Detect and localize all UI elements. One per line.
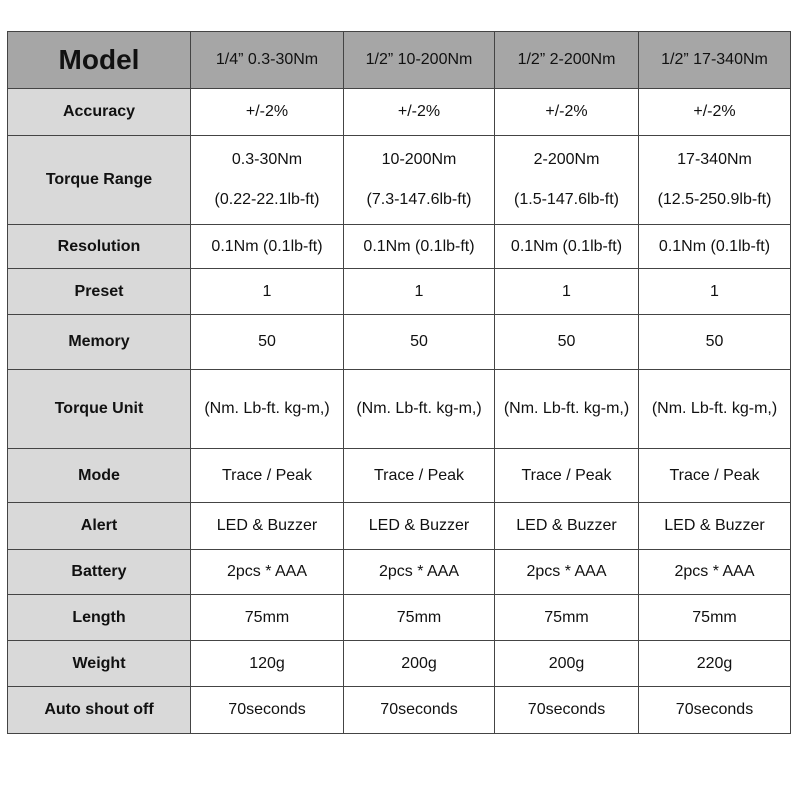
table-cell: 75mm — [343, 594, 495, 641]
table-cell: 0.1Nm (0.1lb-ft) — [190, 224, 344, 269]
table-cell: 10-200Nm (7.3-147.6lb-ft) — [343, 135, 495, 225]
cell-line: 10-200Nm — [381, 151, 457, 168]
cell-line: (12.5-250.9lb-ft) — [657, 191, 772, 208]
table-cell: 1 — [494, 268, 639, 315]
table-cell: 75mm — [190, 594, 344, 641]
table-cell: 2pcs * AAA — [494, 549, 639, 595]
table-cell: 2pcs * AAA — [190, 549, 344, 595]
cell-line: 2-200Nm — [533, 151, 600, 168]
row-label: Preset — [7, 268, 191, 315]
table-cell: 220g — [638, 640, 791, 687]
table-row: Mode Trace / Peak Trace / Peak Trace / Peak… — [7, 448, 791, 503]
table-row: Torque Unit (Nm. Lb-ft. kg-m,) (Nm. Lb-ft.… — [7, 369, 791, 449]
table-row: Weight 120g 200g 200g 220g — [7, 640, 791, 687]
model-header: Model — [7, 31, 191, 89]
table-cell: 50 — [343, 314, 495, 370]
table-cell: 2pcs * AAA — [343, 549, 495, 595]
table-cell: 1 — [190, 268, 344, 315]
table-cell: 1 — [343, 268, 495, 315]
table-cell: LED & Buzzer — [190, 502, 344, 550]
table-cell: 0.1Nm (0.1lb-ft) — [638, 224, 791, 269]
table-cell: +/-2% — [190, 88, 344, 136]
table-cell: 50 — [190, 314, 344, 370]
table-cell: 120g — [190, 640, 344, 687]
table-cell: 0.1Nm (0.1lb-ft) — [343, 224, 495, 269]
cell-line: 17-340Nm — [677, 151, 752, 168]
row-label: Torque Unit — [7, 369, 191, 449]
table-cell: (Nm. Lb-ft. kg-m,) — [343, 369, 495, 449]
table-cell: +/-2% — [638, 88, 791, 136]
table-row: Accuracy +/-2% +/-2% +/-2% +/-2% — [7, 88, 791, 136]
model-name: 1/2” 2-200Nm — [494, 31, 639, 89]
table-cell: Trace / Peak — [494, 448, 639, 503]
table-row: Memory 50 50 50 50 — [7, 314, 791, 370]
row-label: Memory — [7, 314, 191, 370]
row-label: Battery — [7, 549, 191, 595]
table-cell: 17-340Nm (12.5-250.9lb-ft) — [638, 135, 791, 225]
table-cell: +/-2% — [494, 88, 639, 136]
cell-line: (1.5-147.6lb-ft) — [514, 191, 619, 208]
table-cell: LED & Buzzer — [638, 502, 791, 550]
table-cell: 50 — [494, 314, 639, 370]
model-name: 1/4” 0.3-30Nm — [190, 31, 344, 89]
row-label: Mode — [7, 448, 191, 503]
table-cell: LED & Buzzer — [494, 502, 639, 550]
model-name: 1/2” 10-200Nm — [343, 31, 495, 89]
table-cell: 0.1Nm (0.1lb-ft) — [494, 224, 639, 269]
model-name: 1/2” 17-340Nm — [638, 31, 791, 89]
row-label: Weight — [7, 640, 191, 687]
table-cell: +/-2% — [343, 88, 495, 136]
table-cell: 75mm — [638, 594, 791, 641]
cell-line: (0.22-22.1lb-ft) — [214, 191, 320, 208]
table-cell: 200g — [494, 640, 639, 687]
table-row: Torque Range 0.3-30Nm (0.22-22.1lb-ft) 10-2… — [7, 135, 791, 225]
table-cell: 70seconds — [494, 686, 639, 734]
table-row: Alert LED & Buzzer LED & Buzzer LED & Buzze… — [7, 502, 791, 550]
table-cell: (Nm. Lb-ft. kg-m,) — [190, 369, 344, 449]
cell-line: 0.3-30Nm — [231, 151, 303, 168]
table-cell: 70seconds — [343, 686, 495, 734]
table-row: Battery 2pcs * AAA 2pcs * AAA 2pcs * AAA 2pc… — [7, 549, 791, 595]
table-cell: (Nm. Lb-ft. kg-m,) — [638, 369, 791, 449]
table-cell: 1 — [638, 268, 791, 315]
table-cell: Trace / Peak — [190, 448, 344, 503]
table-cell: Trace / Peak — [343, 448, 495, 503]
table-cell: 70seconds — [190, 686, 344, 734]
row-label: Torque Range — [7, 135, 191, 225]
table-row: Auto shout off 70seconds 70seconds 70second… — [7, 686, 791, 734]
table-row: Length 75mm 75mm 75mm 75mm — [7, 594, 791, 641]
spec-table: Model 1/4” 0.3-30Nm 1/2” 10-200Nm 1/2” 2… — [7, 31, 791, 734]
table-cell: LED & Buzzer — [343, 502, 495, 550]
row-label: Resolution — [7, 224, 191, 269]
row-label: Length — [7, 594, 191, 641]
table-cell: 200g — [343, 640, 495, 687]
table-cell: 75mm — [494, 594, 639, 641]
table-cell: 50 — [638, 314, 791, 370]
row-label: Auto shout off — [7, 686, 191, 734]
row-label: Alert — [7, 502, 191, 550]
row-label: Accuracy — [7, 88, 191, 136]
table-cell: 70seconds — [638, 686, 791, 734]
header-row: Model 1/4” 0.3-30Nm 1/2” 10-200Nm 1/2” 2… — [7, 31, 791, 89]
table-cell: 0.3-30Nm (0.22-22.1lb-ft) — [190, 135, 344, 225]
table-cell: 2pcs * AAA — [638, 549, 791, 595]
table-cell: (Nm. Lb-ft. kg-m,) — [494, 369, 639, 449]
table-cell: 2-200Nm (1.5-147.6lb-ft) — [494, 135, 639, 225]
cell-line: (7.3-147.6lb-ft) — [366, 191, 472, 208]
table-row: Preset 1 1 1 1 — [7, 268, 791, 315]
table-cell: Trace / Peak — [638, 448, 791, 503]
table-row: Resolution 0.1Nm (0.1lb-ft) 0.1Nm (0.1lb-f… — [7, 224, 791, 269]
